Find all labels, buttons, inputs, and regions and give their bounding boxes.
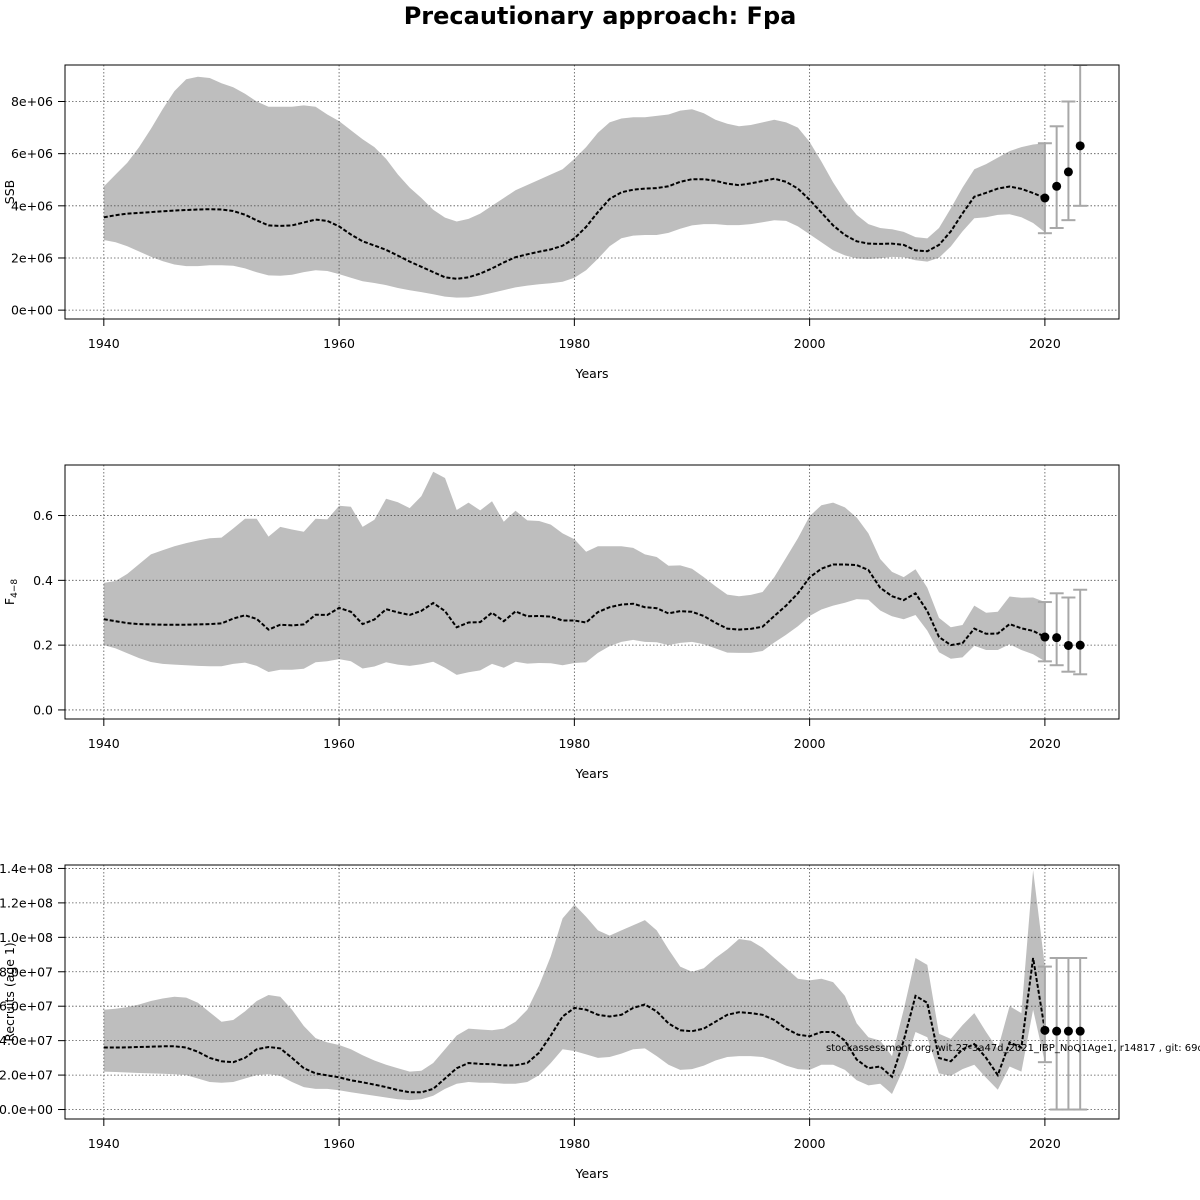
forecast-point [1052,633,1062,643]
estimate-line-f [103,563,1046,647]
forecast-point [1040,632,1050,642]
y-tick-label: 6e+06 [11,146,53,161]
x-tick-label: 2000 [794,1136,826,1151]
forecast-point [1063,1026,1073,1036]
x-tick-label: 1960 [323,736,355,751]
y-axis-label-subscript: 4−8 [10,579,20,598]
y-tick-label: 2e+06 [11,250,53,265]
forecast-point [1052,1026,1062,1036]
y-tick-label: 0.6 [33,508,53,523]
forecast-point [1052,181,1062,191]
y-tick-label: 6.0e+07 [0,999,53,1014]
x-tick-label: 2000 [794,336,826,351]
confidence-band-f [103,471,1045,675]
forecast-point [1075,640,1085,650]
forecast-point [1075,1026,1085,1036]
plot-frame-rec [64,864,1120,1120]
x-axis-label: Years [575,1166,609,1181]
y-tick-label: 8.0e+07 [0,964,53,979]
x-tick-label: 1940 [88,1136,120,1151]
y-tick-label: 0.4 [33,573,53,588]
x-tick-label: 2020 [1029,736,1061,751]
forecast-point [1075,141,1085,151]
forecast-point [1063,167,1073,177]
estimate-line-rec [103,957,1046,1094]
y-tick-label: 0.0 [33,702,53,717]
forecast-point [1040,193,1050,203]
forecast-point [1063,640,1073,650]
forecast-point [1040,1025,1050,1035]
confidence-band-ssb [103,76,1045,298]
y-tick-label: 4.0e+07 [0,1033,53,1048]
y-tick-label: 4e+06 [11,198,53,213]
x-tick-label: 1940 [88,736,120,751]
y-tick-label: 0.2 [33,638,53,653]
y-axis-label: Recruits (age 1) [2,942,17,1042]
x-tick-label: 1980 [558,336,590,351]
y-tick-label: 8e+06 [11,94,53,109]
x-axis-label: Years [575,766,609,781]
y-tick-label: 2.0e+07 [0,1068,53,1083]
source-footer: stockassessment.org, wit.27-3a47d_2021_I… [826,1043,1200,1054]
x-tick-label: 2000 [794,736,826,751]
x-axis-label: Years [575,366,609,381]
y-tick-label: 0e+00 [11,303,53,318]
y-tick-label: 1.2e+08 [0,895,53,910]
y-tick-label: 0.0e+00 [0,1102,53,1117]
x-tick-label: 1960 [323,336,355,351]
y-axis-label: SSB [2,180,17,204]
plot-frame-f [64,464,1120,720]
x-tick-label: 1960 [323,1136,355,1151]
y-tick-label: 1.0e+08 [0,930,53,945]
x-tick-label: 1980 [558,736,590,751]
estimate-line-ssb [103,177,1046,280]
y-axis-label: F4−8 [2,579,20,605]
x-tick-label: 1980 [558,1136,590,1151]
y-tick-label: 1.4e+08 [0,861,53,876]
x-tick-label: 1940 [88,336,120,351]
x-tick-label: 2020 [1029,336,1061,351]
plot-frame-ssb [64,64,1120,320]
x-tick-label: 2020 [1029,1136,1061,1151]
chart-title: Precautionary approach: Fpa [403,2,797,30]
